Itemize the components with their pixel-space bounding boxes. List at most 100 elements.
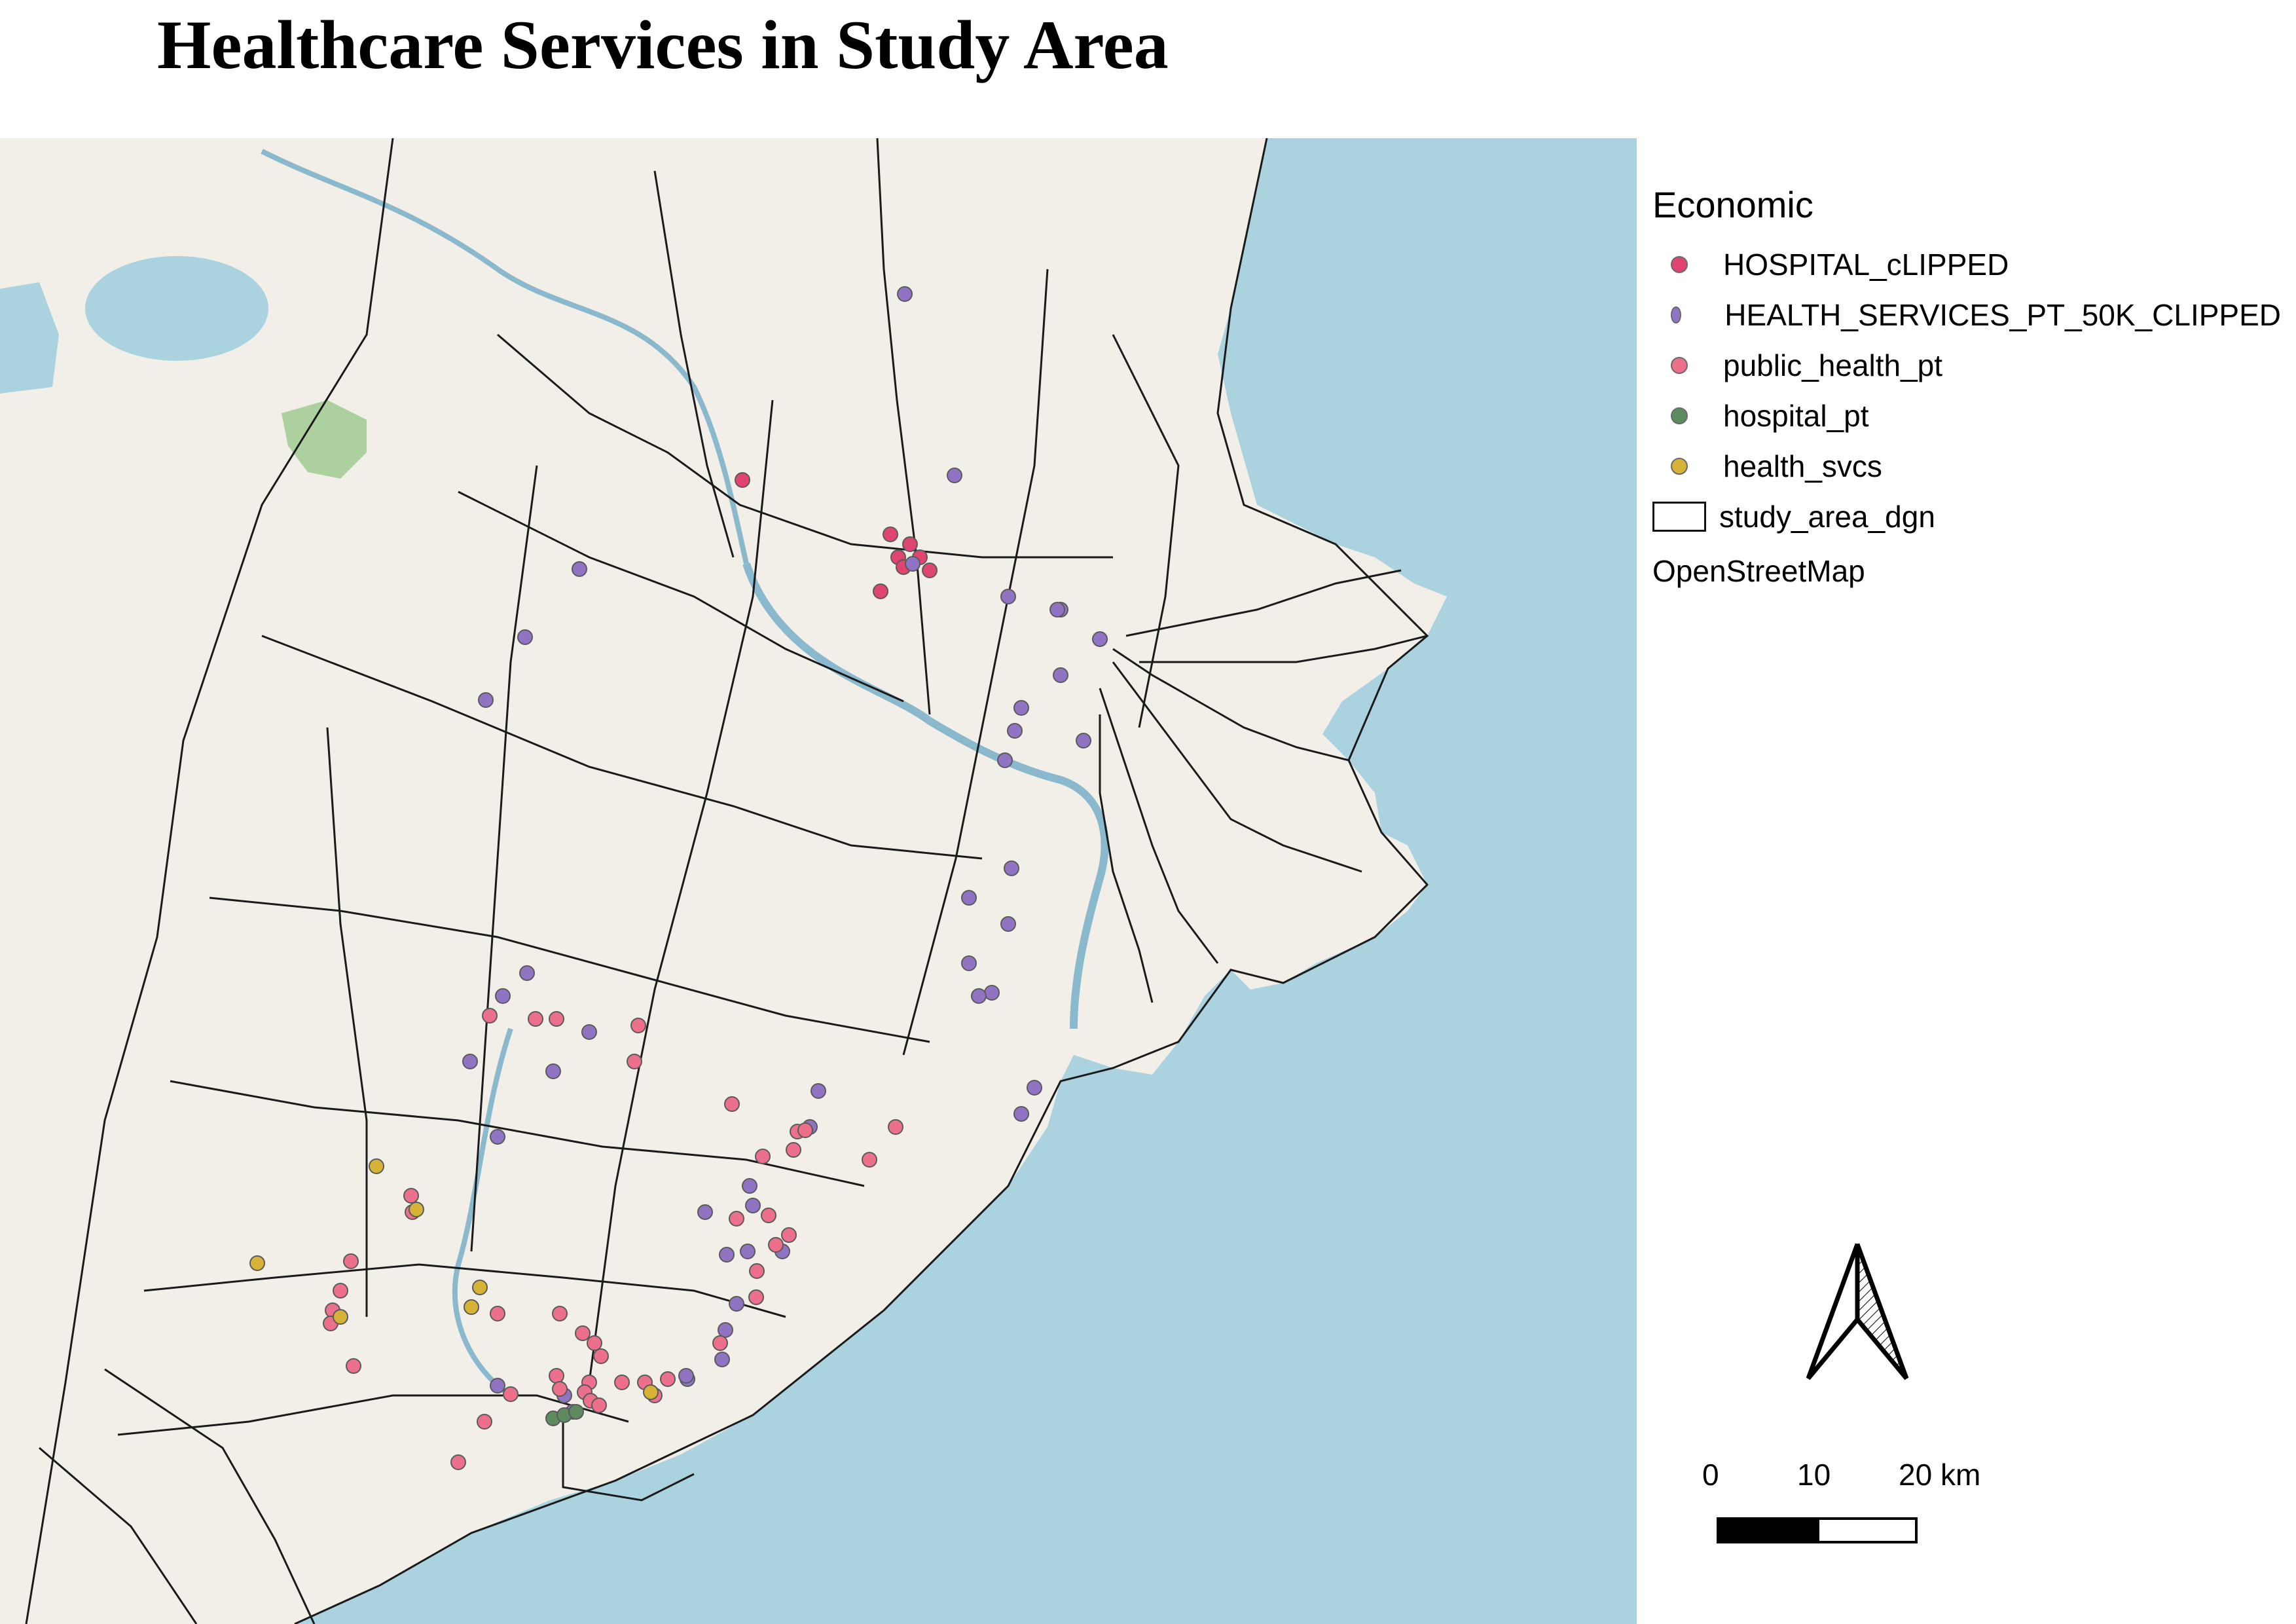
facility-point[interactable] [748, 1289, 764, 1305]
facility-point[interactable] [961, 955, 977, 971]
facility-point[interactable] [490, 1378, 505, 1393]
point-symbol-icon [1671, 356, 1688, 374]
facility-point[interactable] [1076, 733, 1091, 748]
map-canvas[interactable] [0, 138, 1637, 1624]
facility-point[interactable] [528, 1011, 543, 1027]
facility-point[interactable] [490, 1129, 505, 1145]
facility-point[interactable] [627, 1054, 642, 1069]
facility-point[interactable] [409, 1202, 424, 1217]
facility-point[interactable] [1049, 602, 1065, 618]
facility-point[interactable] [477, 1414, 492, 1430]
facility-point[interactable] [593, 1348, 609, 1364]
facility-point[interactable] [749, 1263, 765, 1279]
facility-point[interactable] [718, 1322, 733, 1338]
facility-point[interactable] [883, 526, 898, 542]
facility-point[interactable] [697, 1204, 713, 1220]
facility-point[interactable] [862, 1152, 877, 1168]
facility-point[interactable] [729, 1211, 744, 1227]
facility-point[interactable] [462, 1054, 478, 1069]
facility-point[interactable] [472, 1280, 488, 1295]
facility-point[interactable] [587, 1335, 602, 1351]
facility-point[interactable] [811, 1083, 826, 1099]
delta-channels [1099, 569, 1428, 1003]
facility-point[interactable] [719, 1247, 735, 1263]
facility-point[interactable] [478, 692, 494, 708]
facility-point[interactable] [591, 1397, 607, 1413]
facility-point[interactable] [630, 1018, 646, 1033]
facility-point[interactable] [905, 556, 920, 572]
facility-point[interactable] [549, 1011, 564, 1027]
facility-point[interactable] [464, 1299, 479, 1315]
facility-point[interactable] [768, 1237, 784, 1253]
facility-point[interactable] [971, 988, 987, 1004]
facility-point[interactable] [581, 1024, 597, 1040]
facility-point[interactable] [781, 1227, 797, 1243]
facility-point[interactable] [450, 1454, 466, 1470]
river-upper [261, 149, 749, 564]
facility-point[interactable] [745, 1198, 761, 1213]
mahakam-river [742, 563, 1109, 1029]
facility-point[interactable] [660, 1371, 676, 1387]
facility-point[interactable] [678, 1368, 694, 1384]
facility-point[interactable] [947, 468, 962, 483]
scale-label-20: 20 km [1899, 1458, 1981, 1492]
facility-point[interactable] [873, 583, 888, 599]
facility-point[interactable] [552, 1306, 568, 1321]
facility-point[interactable] [249, 1255, 265, 1271]
facility-point[interactable] [997, 752, 1013, 768]
facility-point[interactable] [1053, 667, 1068, 683]
facility-point[interactable] [714, 1352, 730, 1367]
facility-point[interactable] [1092, 631, 1108, 647]
facility-point[interactable] [1013, 1106, 1029, 1122]
facility-point[interactable] [1000, 589, 1016, 604]
facility-point[interactable] [549, 1368, 564, 1384]
facility-point[interactable] [902, 536, 918, 552]
facility-point[interactable] [984, 985, 1000, 1001]
facility-point[interactable] [643, 1384, 659, 1400]
facility-point[interactable] [761, 1208, 776, 1223]
facility-point[interactable] [545, 1063, 561, 1079]
facility-point[interactable] [333, 1283, 348, 1299]
health-facility-points [249, 286, 1108, 1470]
facility-point[interactable] [519, 965, 535, 981]
facility-point[interactable] [1004, 860, 1019, 876]
facility-point[interactable] [1027, 1080, 1042, 1096]
facility-point[interactable] [742, 1178, 757, 1194]
facility-point[interactable] [797, 1122, 813, 1138]
facility-point[interactable] [552, 1381, 568, 1397]
facility-point[interactable] [482, 1008, 498, 1024]
facility-point[interactable] [1000, 916, 1016, 932]
facility-point[interactable] [897, 286, 913, 302]
facility-point[interactable] [712, 1335, 728, 1351]
facility-point[interactable] [572, 561, 587, 577]
facility-point[interactable] [333, 1309, 348, 1325]
facility-point[interactable] [755, 1149, 771, 1164]
facility-point[interactable] [740, 1244, 756, 1259]
lake-west [0, 282, 59, 394]
facility-point[interactable] [575, 1325, 591, 1341]
lake-semayang [85, 256, 268, 361]
facility-point[interactable] [1007, 723, 1023, 739]
facility-point[interactable] [517, 629, 533, 645]
legend-label: study_area_dgn [1719, 499, 1935, 534]
facility-point[interactable] [1013, 700, 1029, 716]
facility-point[interactable] [724, 1096, 740, 1112]
facility-point[interactable] [729, 1296, 744, 1312]
facility-point[interactable] [961, 890, 977, 906]
facility-point[interactable] [369, 1158, 384, 1174]
facility-point[interactable] [786, 1142, 801, 1158]
legend-item-hospital-clipped: HOSPITAL_cLIPPED [1652, 239, 2281, 289]
legend-label: health_svcs [1723, 449, 1882, 483]
facility-point[interactable] [503, 1386, 519, 1402]
facility-point[interactable] [346, 1358, 361, 1374]
facility-point[interactable] [343, 1253, 359, 1269]
facility-point[interactable] [888, 1119, 903, 1135]
facility-point[interactable] [922, 563, 938, 578]
facility-point[interactable] [614, 1375, 630, 1390]
facility-point[interactable] [490, 1306, 505, 1321]
facility-point[interactable] [568, 1404, 584, 1420]
facility-point[interactable] [495, 988, 511, 1004]
north-arrow-icon [1802, 1238, 1913, 1388]
facility-point[interactable] [735, 472, 750, 488]
facility-point[interactable] [403, 1188, 419, 1204]
